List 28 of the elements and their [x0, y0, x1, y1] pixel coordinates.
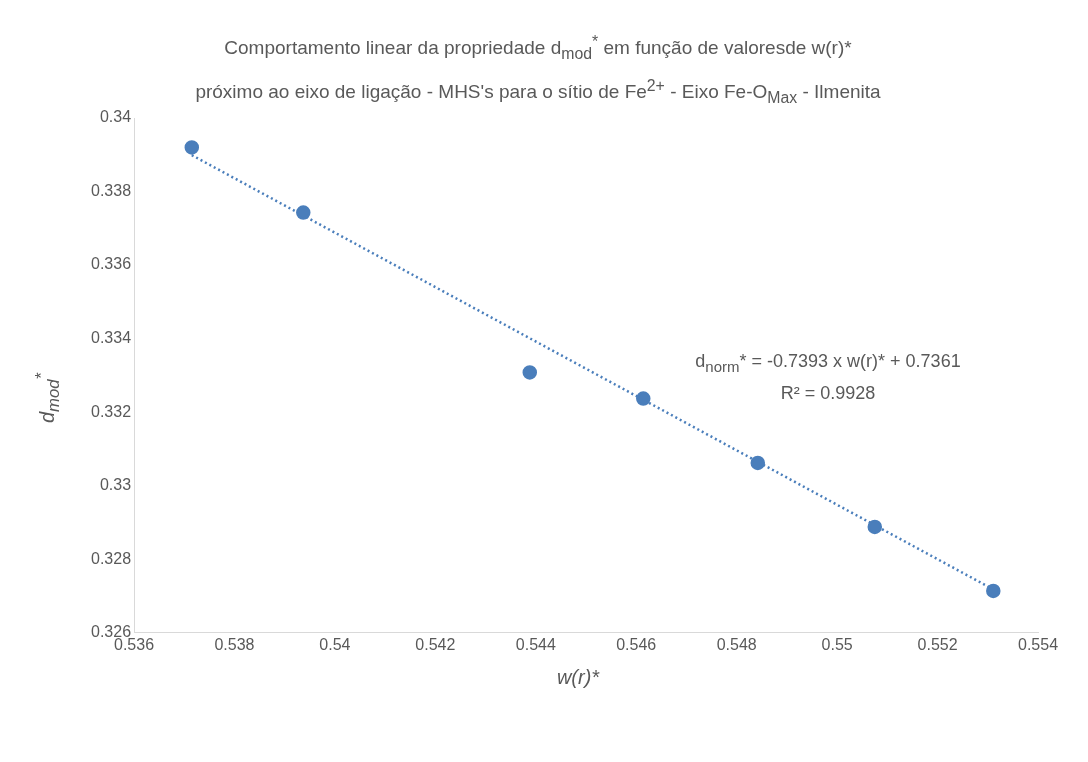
y-tick-label: 0.332 [90, 402, 132, 420]
chart-subtitle: próximo ao eixo de ligação - MHS's para o sítio de Fe$^{2+}$ - Eixo Fe-O$_{Max}$ - Ilmenita [195, 77, 881, 107]
y-tick-label: 0.336 [90, 255, 132, 273]
x-tick-label: 0.546 [616, 635, 657, 653]
annotation: R² = 0.9928 [779, 381, 877, 405]
y-tick-label: 0.33 [99, 476, 132, 494]
annotation: d$_{norm}$* = -0.7393 x w(r)* + 0.7361 [694, 350, 962, 377]
x-tick-label: 0.554 [1017, 635, 1059, 653]
x-tick-label: 0.548 [716, 635, 757, 653]
x-tick-label: 0.54 [319, 635, 351, 653]
point [986, 583, 1001, 599]
y-tick-label: 0.338 [90, 181, 132, 199]
x-tick-label: 0.552 [917, 635, 958, 653]
x-tick-label: 0.538 [214, 635, 255, 653]
y-tick-label: 0.328 [90, 549, 132, 567]
point [867, 519, 883, 535]
y-tick-label: 0.334 [90, 329, 132, 347]
point [750, 455, 766, 471]
point [636, 391, 651, 406]
x-axis-title: w(r)* [555, 666, 601, 689]
point [184, 140, 200, 155]
point [296, 205, 311, 220]
x-tick-label: 0.542 [415, 635, 456, 653]
x-tick-label: 0.544 [515, 635, 556, 653]
x-tick-label: 0.55 [821, 635, 853, 653]
y-tick-label: 0.34 [99, 108, 132, 126]
point [522, 365, 538, 380]
chart-title: Comportamento linear da propriedade d$_{mod}$$^{*}$ em função de valoresde w(r)* [223, 32, 853, 65]
